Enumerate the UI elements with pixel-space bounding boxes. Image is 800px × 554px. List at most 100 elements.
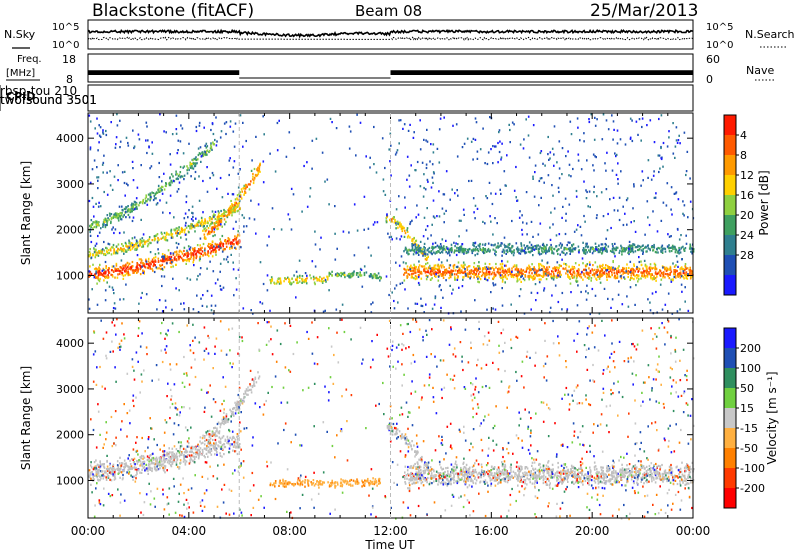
range-cell [170,252,172,255]
range-cell [449,254,451,257]
range-cell [422,254,424,257]
range-cell [510,275,513,278]
range-cell [530,243,533,246]
range-cell [685,273,688,276]
range-cell [674,248,676,251]
range-cell [116,124,119,127]
range-cell [178,256,180,259]
range-cell [163,452,165,455]
range-cell [438,161,441,164]
range-cell [186,277,189,280]
range-cell [642,267,644,270]
range-cell [206,289,209,293]
velocity-scatter [88,318,695,521]
range-cell [409,268,412,271]
range-cell [647,298,649,301]
range-cell [359,274,362,277]
range-cell [412,136,415,139]
range-cell [139,471,141,474]
range-cell [409,222,411,226]
range-cell [477,274,480,277]
range-cell [220,240,222,243]
range-cell [577,126,579,129]
range-cell [509,249,511,252]
range-cell [571,248,574,251]
range-cell [131,219,134,223]
range-cell [229,206,231,209]
range-cell [266,244,269,247]
range-cell [467,273,470,276]
range-cell [552,274,555,277]
range-cell [601,274,603,277]
range-cell [505,264,507,267]
range-cell [232,227,235,230]
range-cell [160,231,163,234]
range-cell [668,246,670,250]
range-cell [231,203,233,206]
range-cell [642,252,644,255]
range-cell [548,250,550,253]
range-cell [442,271,444,274]
range-cell [513,273,516,276]
range-cell [676,260,679,263]
range-cell [470,275,472,278]
range-cell [473,262,476,265]
range-cell [187,442,190,445]
range-cell [427,248,429,251]
range-cell [145,258,147,261]
range-cell [117,273,119,276]
range-cell [216,225,219,228]
range-cell [454,276,456,279]
range-cell [554,269,557,273]
range-cell [301,279,304,282]
range-cell [96,253,99,256]
range-cell [172,260,174,263]
range-cell [175,227,178,230]
range-cell [430,272,432,275]
range-cell [535,274,538,277]
range-cell [471,250,473,253]
range-cell [229,444,232,447]
range-cell [549,226,551,229]
range-cell [484,266,486,269]
range-cell [498,271,501,275]
range-cell [425,228,427,231]
range-cell [482,271,485,275]
range-cell [88,114,91,117]
range-cell [455,253,458,257]
range-cell [94,254,97,257]
range-cell [464,270,466,273]
range-cell [142,198,145,202]
range-cell [503,264,506,267]
range-cell [670,278,672,281]
range-cell [653,275,655,278]
range-cell [423,269,425,272]
range-cell [615,268,618,271]
range-cell [508,242,511,246]
range-cell [170,256,172,259]
range-cell [149,454,152,457]
range-cell [212,132,215,136]
range-cell [539,151,542,155]
range-cell [584,220,586,223]
range-cell [587,205,589,208]
range-cell [611,247,614,251]
range-cell [130,206,133,209]
range-cell [611,268,614,271]
range-cell [119,140,122,143]
range-cell [96,132,99,135]
range-cell [324,278,327,281]
range-cell [188,209,190,212]
range-cell [517,271,519,274]
range-cell [163,255,165,258]
range-cell [177,242,180,246]
range-cell [540,278,542,281]
range-cell [538,204,540,207]
range-cell [96,166,98,169]
range-cell [195,125,198,129]
range-cell [226,214,229,217]
range-cell [198,252,201,255]
range-cell [136,241,138,244]
range-cell [104,218,106,221]
range-cell [97,176,100,179]
